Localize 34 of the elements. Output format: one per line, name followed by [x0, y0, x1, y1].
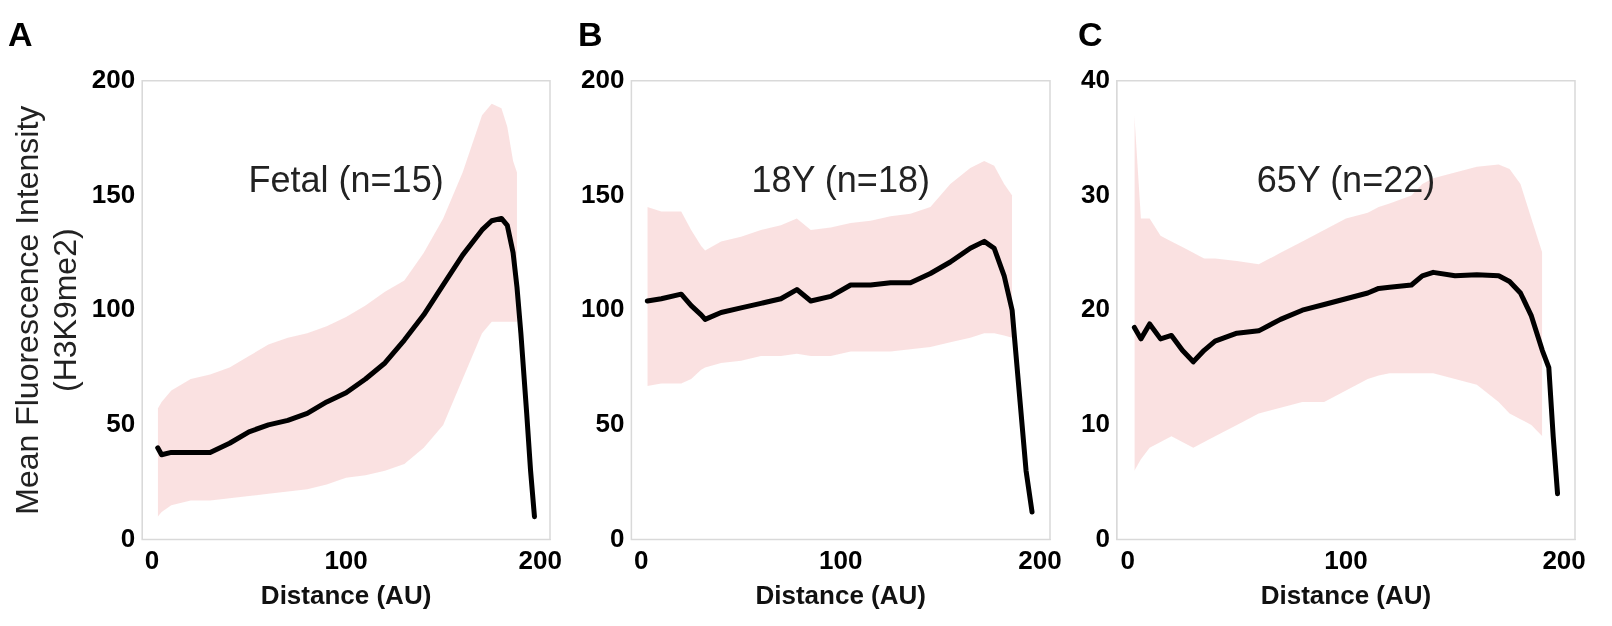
x-tick-label: 0 — [144, 545, 160, 576]
x-tick-label: 100 — [1324, 545, 1368, 576]
y-tick-label: 100 — [580, 293, 625, 324]
y-tick-label: 0 — [1095, 522, 1110, 553]
text: Fetal (n=15) — [248, 158, 444, 200]
y-tick-label: 30 — [1081, 178, 1110, 209]
x-tick-label: 0 — [634, 545, 649, 576]
y-tick-label: 150 — [91, 178, 136, 209]
y-tick-label: 200 — [580, 63, 625, 94]
x-axis-title: Distance (AU) — [260, 579, 432, 610]
text: 18Y (n=18) — [751, 158, 930, 200]
y-tick-label: 0 — [120, 522, 136, 553]
y-tick-label: 0 — [609, 522, 625, 553]
y-axis-title: Mean Fluorescence Intensity (H3K9me2) — [9, 105, 84, 515]
y-tick-label: 100 — [91, 293, 136, 324]
y-tick-label: 10 — [1081, 408, 1110, 439]
y-tick-label: 200 — [91, 63, 136, 94]
y-tick-label: 20 — [1081, 293, 1110, 324]
y-tick-label: 40 — [1081, 63, 1110, 94]
x-tick-label: 200 — [1542, 545, 1586, 576]
y-tick-label: 150 — [580, 178, 625, 209]
x-tick-label: 200 — [518, 545, 562, 576]
text: 65Y (n=22) — [1256, 158, 1436, 200]
x-tick-label: 200 — [1018, 545, 1062, 576]
chart-title: B — [578, 14, 603, 53]
chart-title: A — [8, 14, 33, 53]
x-axis-title: Distance (AU) — [755, 579, 926, 610]
y-tick-label: 50 — [106, 408, 136, 439]
x-tick-label: 0 — [1120, 545, 1136, 576]
x-axis-title: Distance (AU) — [1260, 579, 1432, 610]
x-tick-label: 100 — [324, 545, 368, 576]
chart-title: C — [1078, 14, 1103, 53]
y-tick-label: 50 — [595, 408, 625, 439]
x-tick-label: 100 — [818, 545, 863, 576]
